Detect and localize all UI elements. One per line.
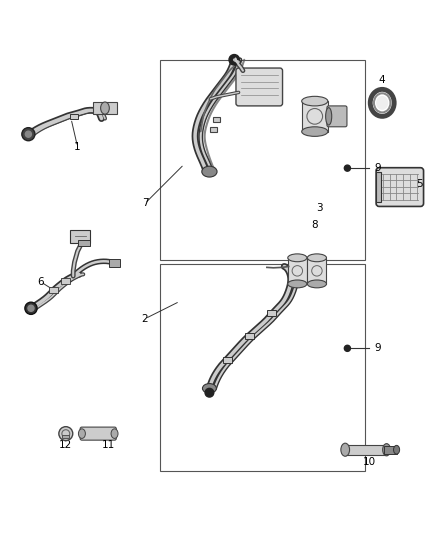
Ellipse shape xyxy=(101,102,110,114)
Circle shape xyxy=(229,54,240,65)
Bar xyxy=(70,230,90,244)
Bar xyxy=(61,278,70,284)
Bar xyxy=(385,446,396,454)
Bar xyxy=(376,172,381,202)
FancyBboxPatch shape xyxy=(236,68,283,106)
Bar xyxy=(160,264,365,471)
Bar xyxy=(345,445,387,455)
Bar xyxy=(223,357,232,363)
Ellipse shape xyxy=(202,384,216,393)
Ellipse shape xyxy=(307,280,326,288)
Ellipse shape xyxy=(383,443,391,456)
Bar xyxy=(288,258,307,284)
Ellipse shape xyxy=(288,280,307,288)
Ellipse shape xyxy=(341,443,350,456)
FancyBboxPatch shape xyxy=(376,168,424,206)
Text: 11: 11 xyxy=(101,440,115,450)
Bar xyxy=(210,127,217,132)
Bar xyxy=(78,239,90,246)
Text: 7: 7 xyxy=(142,198,148,208)
Text: 10: 10 xyxy=(363,457,376,467)
Circle shape xyxy=(344,345,350,351)
Circle shape xyxy=(205,389,214,397)
Text: 3: 3 xyxy=(316,203,322,213)
Circle shape xyxy=(344,165,350,171)
Ellipse shape xyxy=(325,108,332,125)
Circle shape xyxy=(25,131,32,137)
Bar xyxy=(160,60,365,260)
Ellipse shape xyxy=(111,429,118,439)
Ellipse shape xyxy=(302,127,328,136)
Bar xyxy=(267,310,276,316)
Circle shape xyxy=(22,128,35,141)
Bar xyxy=(62,435,69,438)
FancyBboxPatch shape xyxy=(80,427,116,440)
Text: 12: 12 xyxy=(59,440,72,450)
Text: 5: 5 xyxy=(416,179,423,189)
Bar xyxy=(70,114,78,119)
Ellipse shape xyxy=(302,96,328,106)
Text: 6: 6 xyxy=(37,277,44,287)
Text: 9: 9 xyxy=(374,163,381,173)
FancyBboxPatch shape xyxy=(327,106,347,127)
Text: 9: 9 xyxy=(374,343,381,353)
Bar xyxy=(93,102,117,114)
Ellipse shape xyxy=(307,254,326,262)
Circle shape xyxy=(28,305,34,311)
Circle shape xyxy=(25,302,37,314)
Text: 4: 4 xyxy=(379,75,385,85)
Bar xyxy=(302,101,328,132)
Ellipse shape xyxy=(376,96,389,110)
Bar xyxy=(213,117,220,122)
Text: 2: 2 xyxy=(142,314,148,324)
Bar xyxy=(245,333,254,339)
Ellipse shape xyxy=(288,254,307,262)
Bar xyxy=(49,287,58,293)
Bar xyxy=(110,259,120,266)
Text: 1: 1 xyxy=(74,142,81,152)
Ellipse shape xyxy=(393,446,399,454)
Circle shape xyxy=(59,426,73,441)
Ellipse shape xyxy=(78,429,85,439)
Text: 8: 8 xyxy=(311,220,318,230)
Ellipse shape xyxy=(202,166,217,177)
Bar xyxy=(307,258,326,284)
